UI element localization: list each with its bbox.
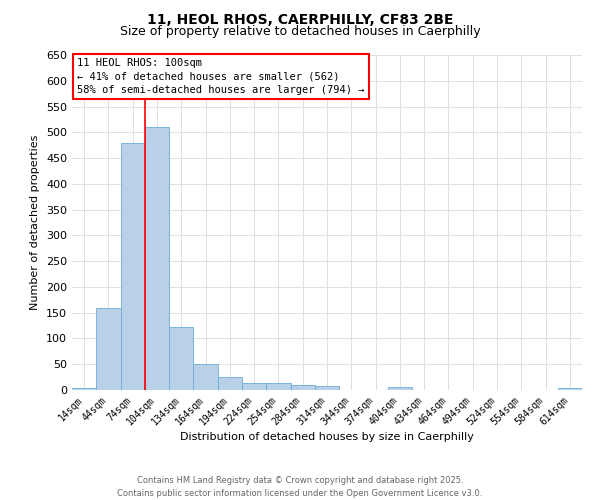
Bar: [290, 385, 315, 390]
Bar: [96, 308, 121, 390]
Y-axis label: Number of detached properties: Number of detached properties: [31, 135, 40, 310]
Bar: [169, 327, 193, 390]
Bar: [558, 388, 582, 390]
Text: 11 HEOL RHOS: 100sqm
← 41% of detached houses are smaller (562)
58% of semi-deta: 11 HEOL RHOS: 100sqm ← 41% of detached h…: [77, 58, 365, 95]
Text: Contains HM Land Registry data © Crown copyright and database right 2025.
Contai: Contains HM Land Registry data © Crown c…: [118, 476, 482, 498]
Bar: [121, 142, 145, 390]
Bar: [315, 386, 339, 390]
Bar: [193, 364, 218, 390]
Bar: [388, 388, 412, 390]
Bar: [266, 383, 290, 390]
Bar: [72, 388, 96, 390]
Text: Size of property relative to detached houses in Caerphilly: Size of property relative to detached ho…: [119, 25, 481, 38]
Bar: [242, 383, 266, 390]
Bar: [145, 127, 169, 390]
X-axis label: Distribution of detached houses by size in Caerphilly: Distribution of detached houses by size …: [180, 432, 474, 442]
Text: 11, HEOL RHOS, CAERPHILLY, CF83 2BE: 11, HEOL RHOS, CAERPHILLY, CF83 2BE: [147, 12, 453, 26]
Bar: [218, 377, 242, 390]
